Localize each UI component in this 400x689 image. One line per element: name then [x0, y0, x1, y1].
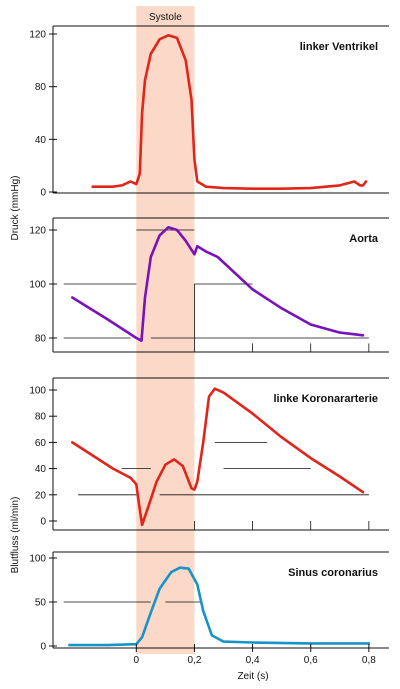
panel-1: [49, 25, 389, 194]
panel-title: linker Ventrikel: [300, 41, 378, 53]
y-tick-label: 100: [29, 280, 46, 291]
y-axis-label-pressure: Druck (mmHg): [10, 176, 21, 241]
y-tick-label: 120: [29, 30, 46, 41]
y-tick-label: 60: [35, 438, 47, 449]
y-tick-label: 80: [35, 82, 47, 93]
y-tick-label: 0: [40, 642, 46, 653]
panel-title: Aorta: [349, 233, 379, 245]
panel-3: [49, 377, 389, 531]
panel-title: linke Koronararterie: [273, 393, 378, 405]
series-line: [71, 387, 365, 527]
y-tick-label: 40: [35, 464, 47, 475]
series-line: [71, 226, 365, 342]
series-line: [91, 34, 368, 190]
x-tick-label: 0: [134, 655, 140, 666]
systole-label: Systole: [149, 12, 182, 23]
panel-title: Sinus coronarius: [288, 567, 378, 579]
y-tick-label: 100: [29, 386, 46, 397]
x-tick-label: 0,2: [187, 655, 201, 666]
y-tick-label: 80: [35, 334, 47, 345]
y-axis-label-flow: Blutfluss (ml/min): [10, 497, 21, 574]
y-tick-label: 0: [40, 188, 46, 199]
x-tick-label: 0,8: [362, 655, 376, 666]
y-tick-label: 80: [35, 412, 47, 423]
y-tick-label: 50: [35, 598, 47, 609]
panel-2: [49, 217, 389, 353]
y-tick-label: 0: [40, 517, 46, 528]
y-tick-label: 120: [29, 226, 46, 237]
x-axis-label: Zeit (s): [237, 671, 268, 682]
panel-4: [49, 551, 389, 649]
y-tick-label: 20: [35, 490, 47, 501]
x-tick-label: 0,6: [304, 655, 318, 666]
systole-band: [136, 6, 195, 654]
y-tick-label: 40: [35, 135, 47, 146]
y-tick-label: 100: [29, 554, 46, 565]
x-tick-label: 0,4: [246, 655, 260, 666]
series-line: [68, 566, 371, 647]
